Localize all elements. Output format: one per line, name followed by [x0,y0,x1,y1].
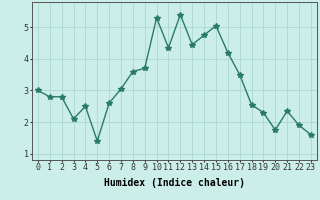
X-axis label: Humidex (Indice chaleur): Humidex (Indice chaleur) [104,178,245,188]
